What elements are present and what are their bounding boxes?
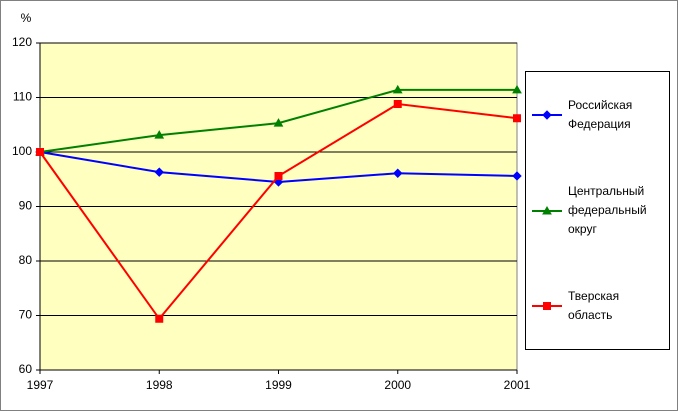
legend-entry: Тверская область (530, 287, 665, 325)
legend-label: Центральный федеральный округ (568, 184, 647, 236)
x-tick-label: 1998 (146, 378, 173, 392)
y-tick-label: 70 (19, 308, 33, 322)
data-point (273, 118, 284, 127)
y-tick-label: 110 (13, 90, 32, 104)
x-tick-label: 1997 (27, 378, 54, 392)
data-point (155, 314, 164, 323)
data-point (393, 100, 402, 109)
data-point (36, 148, 44, 156)
legend-icon (532, 302, 562, 310)
y-tick-label: 90 (19, 199, 33, 213)
data-point (393, 168, 403, 178)
data-point (392, 84, 403, 94)
data-point (512, 84, 522, 94)
y-tick-label: 120 (12, 35, 32, 49)
y-axis-label: % (21, 11, 32, 25)
x-tick-label: 2001 (504, 378, 531, 392)
data-point (154, 167, 164, 177)
y-tick-label: 100 (12, 144, 32, 158)
legend-entry: Центральный федеральный округ (530, 182, 665, 239)
legend: Российская Федерация Центральный федераль… (525, 71, 670, 350)
legend-icon (532, 205, 562, 214)
legend-label: Тверская область (568, 289, 620, 322)
legend-marker (542, 205, 552, 214)
data-point (513, 114, 521, 123)
x-tick-label: 2000 (384, 378, 411, 392)
legend-marker (542, 110, 552, 120)
y-tick-label: 60 (19, 362, 33, 376)
data-point (154, 130, 165, 139)
legend-icon (532, 110, 562, 120)
data-point (274, 171, 283, 180)
legend-label: Российская Федерация (568, 98, 633, 131)
y-tick-label: 80 (19, 253, 33, 267)
data-point (512, 171, 522, 181)
legend-entry: Российская Федерация (530, 96, 665, 134)
x-tick-label: 1999 (265, 378, 292, 392)
legend-marker (543, 302, 551, 310)
